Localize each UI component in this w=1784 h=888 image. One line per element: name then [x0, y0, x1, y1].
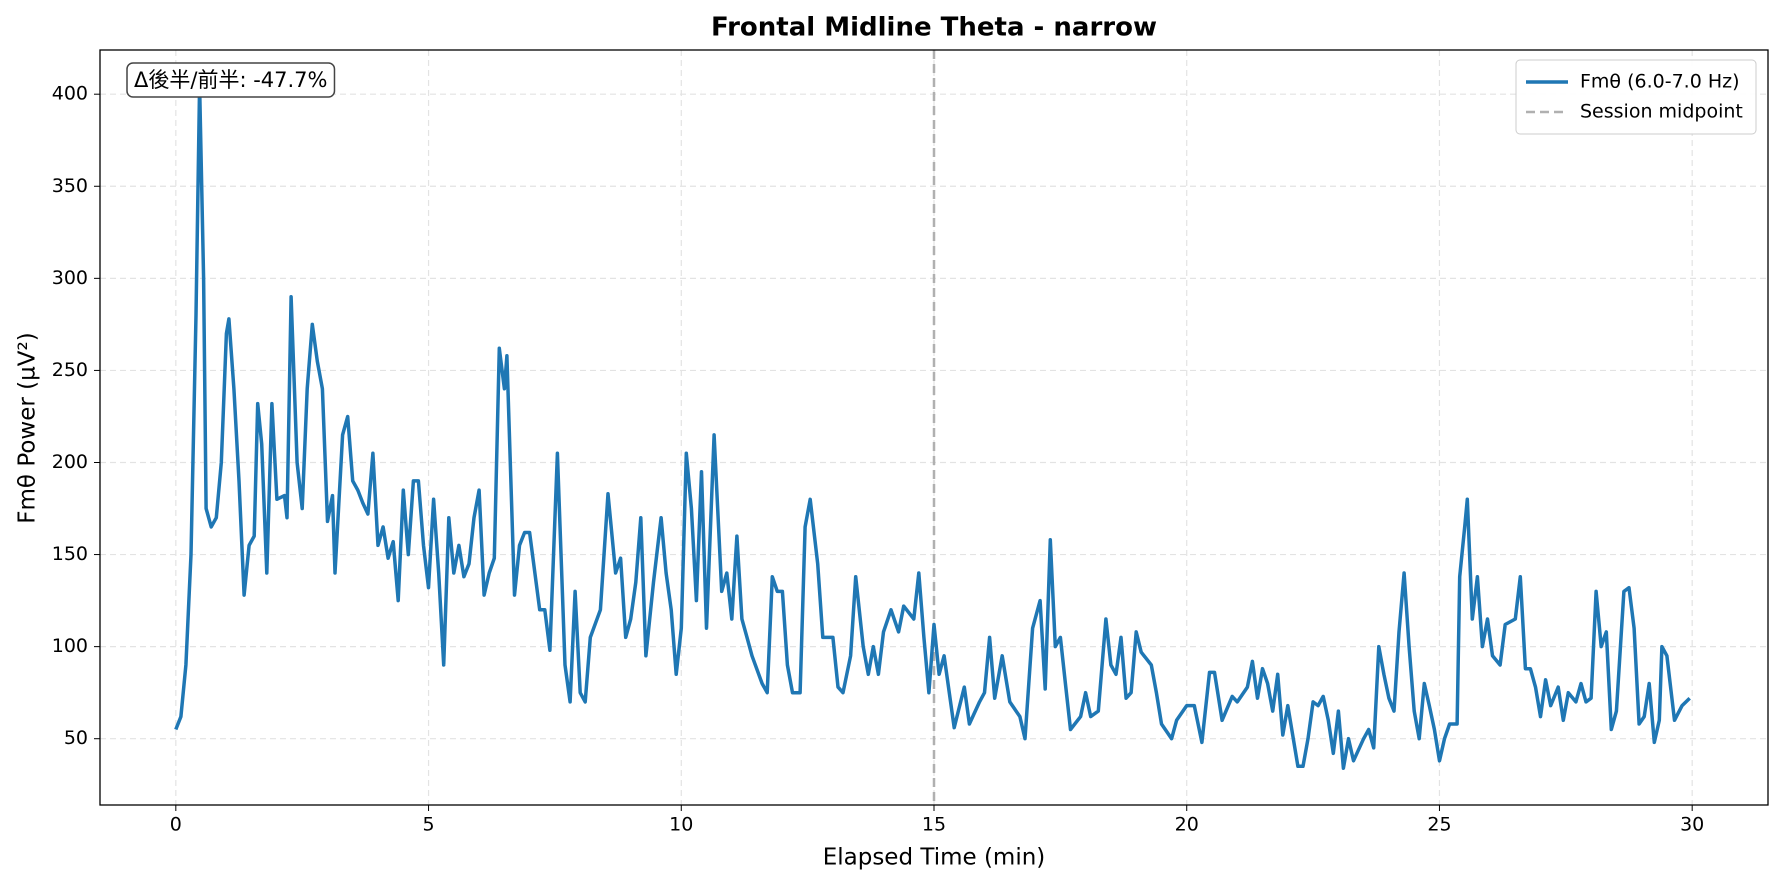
legend-label: Fmθ (6.0-7.0 Hz) — [1580, 71, 1740, 93]
chart-title: Frontal Midline Theta - narrow — [711, 13, 1157, 43]
y-tick-label: 150 — [52, 543, 88, 565]
annotation: Δ後半/前半: -47.7% — [134, 68, 327, 92]
x-tick-label: 30 — [1680, 814, 1704, 836]
legend-label: Session midpoint — [1580, 101, 1743, 123]
x-tick-label: 25 — [1427, 814, 1451, 836]
y-tick-label: 200 — [52, 451, 88, 473]
x-tick-label: 20 — [1175, 814, 1199, 836]
y-tick-label: 250 — [52, 359, 88, 381]
plot-frame — [99, 49, 1769, 806]
x-tick-label: 5 — [422, 814, 434, 836]
annotation-box — [126, 62, 336, 98]
legend-box — [1515, 59, 1757, 135]
x-tick-label: 10 — [669, 814, 693, 836]
data-line — [174, 83, 1691, 770]
x-tick-label: 15 — [922, 814, 946, 836]
y-tick-label: 350 — [52, 175, 88, 197]
y-tick-label: 50 — [64, 727, 88, 749]
y-axis-label: Fmθ Power (µV²) — [15, 332, 41, 523]
x-axis-label: Elapsed Time (min) — [823, 845, 1046, 871]
x-tick-label: 0 — [170, 814, 182, 836]
y-tick-label: 400 — [52, 83, 88, 105]
y-tick-label: 100 — [52, 635, 88, 657]
y-tick-label: 300 — [52, 267, 88, 289]
